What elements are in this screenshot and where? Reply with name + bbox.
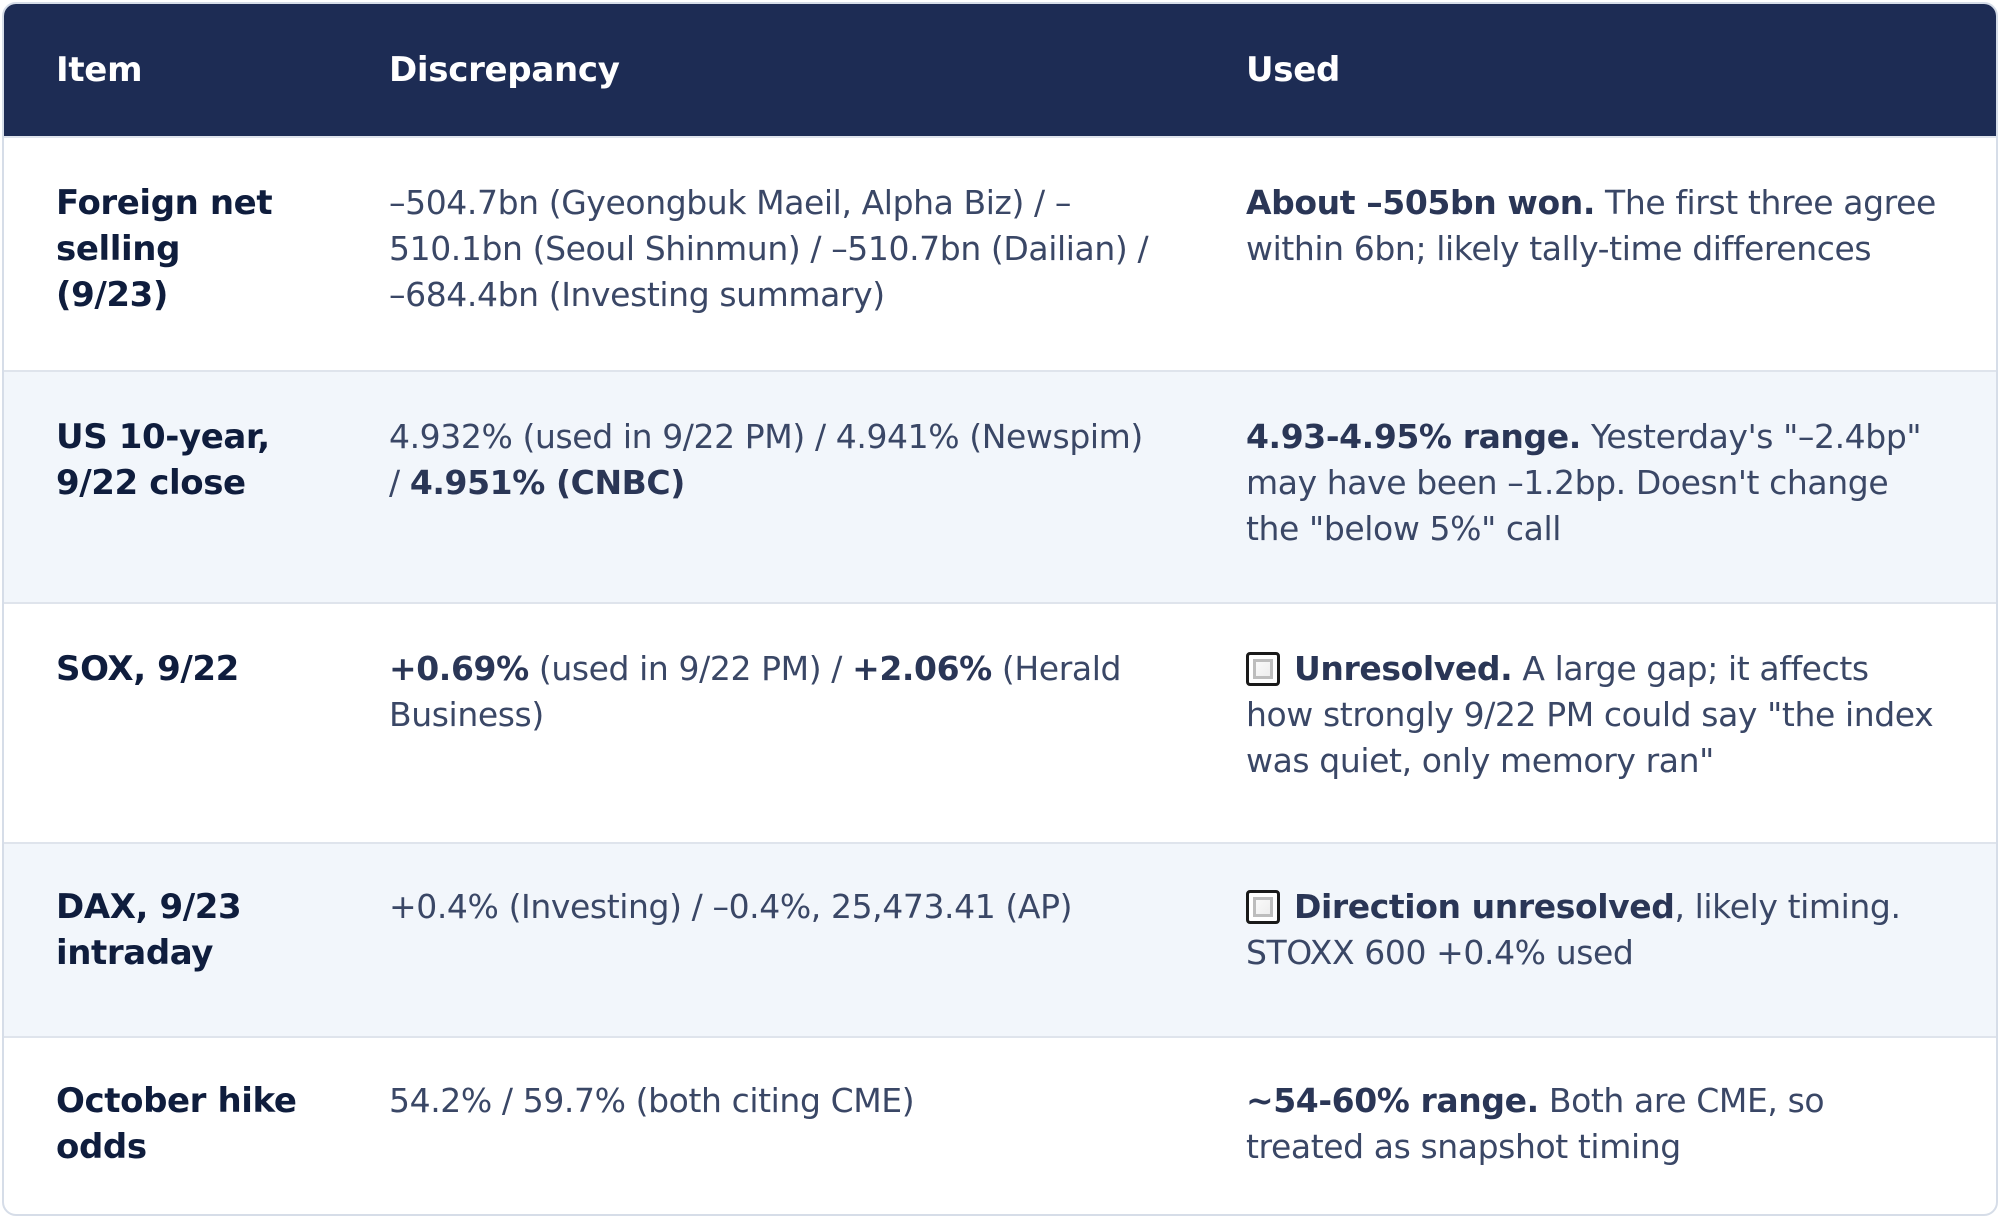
row-discrepancy: +0.69% (used in 9/22 PM) / +2.06% (Heral…	[337, 603, 1194, 843]
row-used: Direction unresolved, likely timing. STO…	[1194, 843, 1996, 1037]
row-discrepancy: 54.2% / 59.7% (both citing CME)	[389, 1081, 915, 1120]
row-used: 4.93-4.95% range. Yesterday's "–2.4bp" m…	[1194, 371, 1996, 603]
row-discrepancy: 4.932% (used in 9/22 PM) / 4.941% (Newsp…	[337, 371, 1194, 603]
table-row: October hike odds 54.2% / 59.7% (both ci…	[4, 1037, 1996, 1214]
used-text: A large gap; it affects how strongly 9/2…	[1246, 649, 1934, 780]
row-used: ~54-60% range. Both are CME, so treated …	[1194, 1037, 1996, 1214]
used-text: Yesterday's "–2.4bp" may have been –1.2b…	[1246, 417, 1922, 548]
table-row: US 10-year, 9/22 close 4.932% (used in 9…	[4, 371, 1996, 603]
row-discrepancy: +0.4% (Investing) / –0.4%, 25,473.41 (AP…	[389, 887, 1073, 926]
disc-text: (used in 9/22 PM) /	[528, 649, 853, 688]
row-used: About –505bn won. The first three agree …	[1194, 137, 1996, 371]
table-row: SOX, 9/22 +0.69% (used in 9/22 PM) / +2.…	[4, 603, 1996, 843]
used-bold: 4.93-4.95% range.	[1246, 417, 1581, 456]
header-used: Used	[1246, 50, 1341, 90]
row-item: October hike odds	[56, 1081, 297, 1167]
disc-bold: +2.06%	[852, 649, 992, 688]
white-square-button-icon	[1246, 890, 1280, 924]
table-row: DAX, 9/23 intraday +0.4% (Investing) / –…	[4, 843, 1996, 1037]
table-row: Foreign net selling (9/23) –504.7bn (Gye…	[4, 137, 1996, 371]
row-item: DAX, 9/23 intraday	[56, 887, 242, 973]
row-used: Unresolved. A large gap; it affects how …	[1194, 603, 1996, 843]
disc-bold: 4.951% (CNBC)	[409, 463, 686, 502]
disc-text: 4.932% (used in 9/22 PM) / 4.941% (Newsp…	[389, 417, 1143, 502]
table-header-row: Item Discrepancy Used	[4, 4, 1996, 137]
white-square-button-icon	[1246, 652, 1280, 686]
disc-text: (Herald Business)	[389, 649, 1122, 734]
used-bold: Unresolved.	[1294, 649, 1513, 688]
used-text: Both are CME, so treated as snapshot tim…	[1246, 1081, 1825, 1166]
used-bold: About –505bn won.	[1246, 183, 1595, 222]
header-discrepancy: Discrepancy	[389, 50, 620, 90]
used-bold: ~54-60% range.	[1246, 1081, 1539, 1120]
row-discrepancy: –504.7bn (Gyeongbuk Maeil, Alpha Biz) / …	[389, 183, 1149, 314]
header-item: Item	[56, 50, 143, 90]
disc-bold: +0.69%	[389, 649, 529, 688]
row-item: Foreign net selling (9/23)	[56, 183, 273, 315]
row-item: US 10-year, 9/22 close	[56, 417, 270, 503]
discrepancy-table: Item Discrepancy Used Foreign net sellin…	[4, 4, 1996, 1214]
used-text: , likely timing. STOXX 600 +0.4% used	[1246, 887, 1901, 972]
used-bold: Direction unresolved	[1294, 887, 1675, 926]
row-item: SOX, 9/22	[56, 649, 239, 689]
used-text: The first three agree within 6bn; likely…	[1246, 183, 1936, 268]
